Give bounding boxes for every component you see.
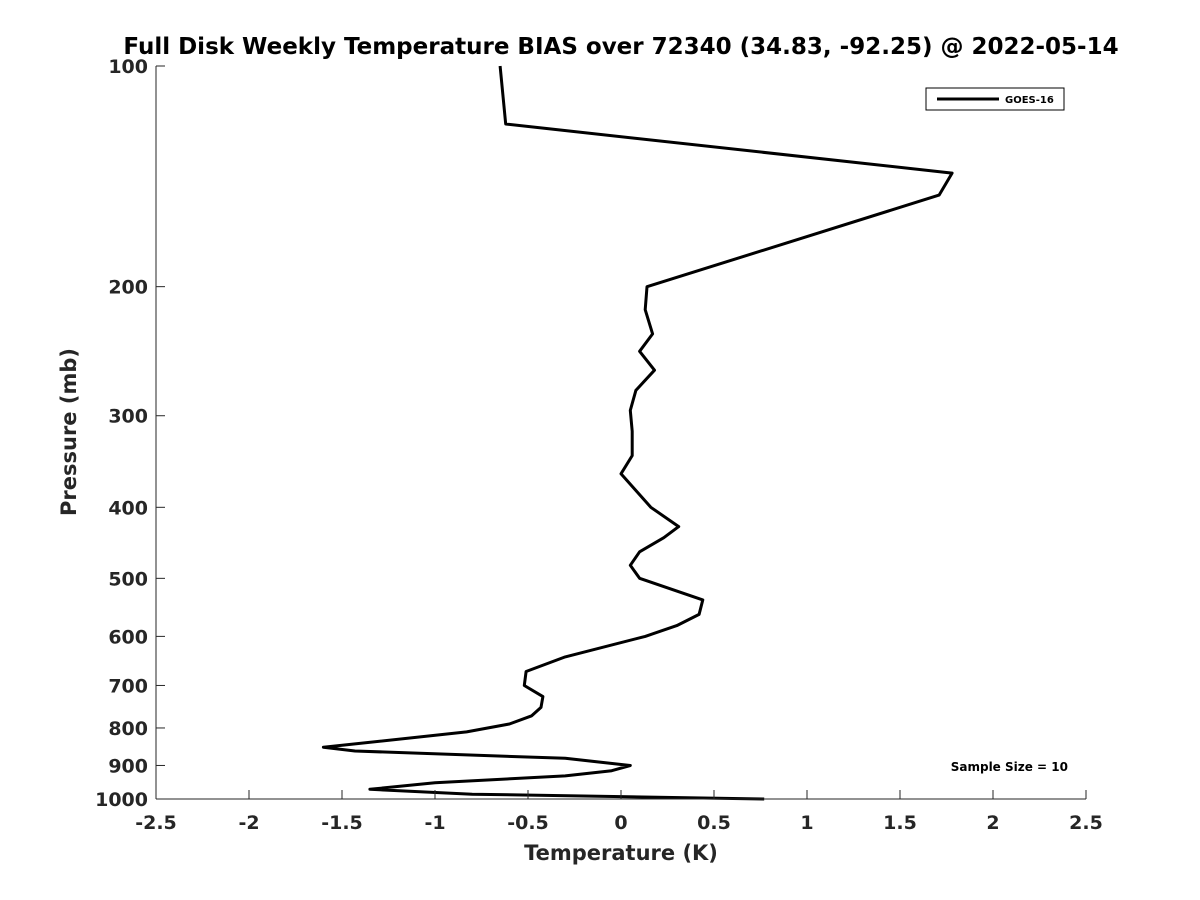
y-tick-label: 200 xyxy=(108,277,148,299)
y-axis-label: Pressure (mb) xyxy=(57,348,81,516)
y-tick-label: 700 xyxy=(108,675,148,697)
x-tick-label: -0.5 xyxy=(507,812,549,834)
x-tick-label: -1 xyxy=(424,812,445,834)
x-tick-label: 2 xyxy=(986,812,999,834)
y-tick-label: 400 xyxy=(108,497,148,519)
y-tick-label: 1000 xyxy=(95,789,148,811)
series-line-goes16 xyxy=(321,65,954,801)
x-tick-label: 0.5 xyxy=(697,812,731,834)
x-tick-label: -2 xyxy=(238,812,259,834)
x-tick-label: -1.5 xyxy=(321,812,363,834)
x-tick-label: 0 xyxy=(614,812,627,834)
y-tick-label: 600 xyxy=(108,626,148,648)
y-tick-label: 800 xyxy=(108,718,148,740)
y-tick-label: 500 xyxy=(108,568,148,590)
y-axis: 100 200 300 400 500 600 700 800 900 1000 xyxy=(95,56,165,811)
x-tick-label: 2.5 xyxy=(1069,812,1103,834)
x-tick-label: -2.5 xyxy=(135,812,177,834)
plot-area xyxy=(156,65,1086,801)
legend: GOES-16 xyxy=(925,87,1065,111)
plot-background xyxy=(156,66,1086,799)
y-tick-label: 300 xyxy=(108,406,148,428)
legend-label-goes16: GOES-16 xyxy=(1005,95,1054,106)
chart-title: Full Disk Weekly Temperature BIAS over 7… xyxy=(123,34,1118,60)
sample-size-annotation: Sample Size = 10 xyxy=(951,760,1068,774)
x-axis-label: Temperature (K) xyxy=(524,841,718,865)
y-tick-label: 900 xyxy=(108,755,148,777)
x-tick-label: 1.5 xyxy=(883,812,917,834)
x-tick-label: 1 xyxy=(800,812,813,834)
y-tick-label: 100 xyxy=(108,56,148,78)
x-axis: -2.5 -2 -1.5 -1 -0.5 0 0.5 1 1.5 2 2.5 xyxy=(135,790,1103,834)
